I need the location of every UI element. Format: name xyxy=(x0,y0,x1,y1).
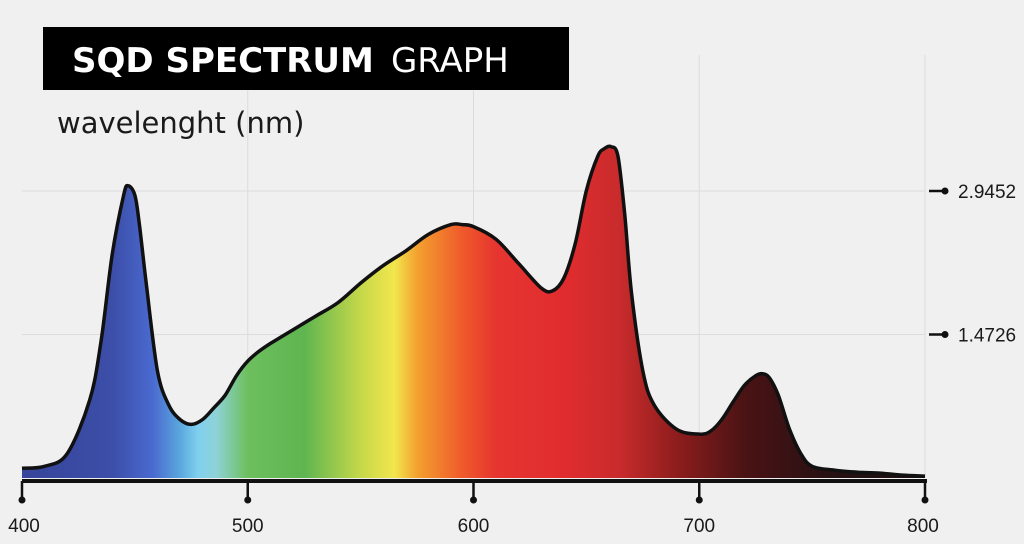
y-tick-dot xyxy=(941,187,949,195)
spectrum-area-layer xyxy=(21,144,926,479)
x-tick-dot xyxy=(695,496,703,504)
x-tick-label: 600 xyxy=(458,516,490,537)
title-box: SQD SPECTRUM GRAPH xyxy=(43,27,569,90)
spectrum-area xyxy=(22,146,925,479)
x-tick-label: 700 xyxy=(683,516,715,537)
svg-text:SQD SPECTRUM GRAPH: SQD SPECTRUM GRAPH xyxy=(72,41,509,81)
x-tick-dot xyxy=(244,496,252,504)
title-box-background xyxy=(43,27,569,90)
spectrum-curve xyxy=(21,144,926,478)
y-tick-label: 1.4726 xyxy=(958,326,1016,347)
title-bold: SQD SPECTRUM xyxy=(72,41,374,81)
x-tick-dot xyxy=(921,496,929,504)
axes: 400 500 600 700 800 1.4726 2.9452 xyxy=(8,182,1016,537)
title-light: GRAPH xyxy=(391,41,509,81)
x-tick-label: 400 xyxy=(8,516,40,537)
axis-label-x: wavelenght (nm) xyxy=(57,106,304,140)
x-tick-label: 800 xyxy=(907,516,939,537)
x-tick-label: 500 xyxy=(232,516,264,537)
x-tick-dot xyxy=(18,496,26,504)
x-tick-dot xyxy=(470,496,477,504)
y-tick-dot xyxy=(941,331,949,338)
y-tick-label: 2.9452 xyxy=(958,182,1016,203)
